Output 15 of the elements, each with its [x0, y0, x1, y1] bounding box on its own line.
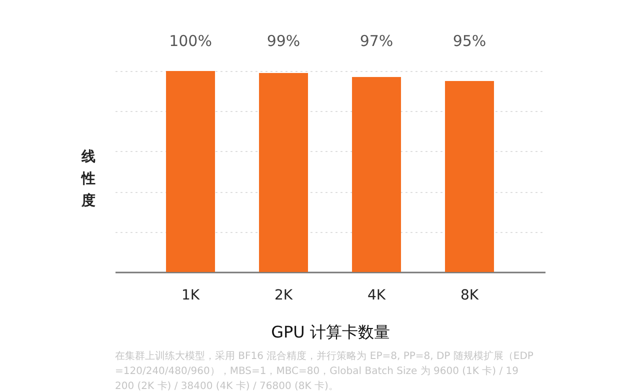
data-label: 100% — [169, 32, 212, 50]
x-tick-label: 8K — [460, 288, 480, 304]
bar — [166, 71, 216, 272]
bar — [444, 81, 494, 272]
x-tick-label: 2K — [274, 288, 294, 304]
data-label: 95% — [452, 32, 486, 50]
x-tick-label: 1K — [181, 288, 200, 304]
data-label: 97% — [360, 32, 394, 50]
bar — [259, 73, 308, 272]
y-axis-title: 线性度 — [80, 149, 96, 209]
x-tick-label: 4K — [367, 288, 386, 304]
x-axis-title: GPU 计算卡数量 — [271, 322, 390, 342]
text: 在集群上训练大模型，采用 BF16 混合精度，并行策略为 EP=8, PP=8, DP 随规模扩展（EDP=120/240/480/960），MBS=1，MBC=80，Global Batch Size 为 9600 (1K 卡) / 19200 (2K 卡) / 38400 (4K 卡) / 76800 (8K 卡)。 — [115, 350, 534, 391]
data-label: 99% — [266, 32, 300, 50]
bar — [352, 77, 401, 272]
